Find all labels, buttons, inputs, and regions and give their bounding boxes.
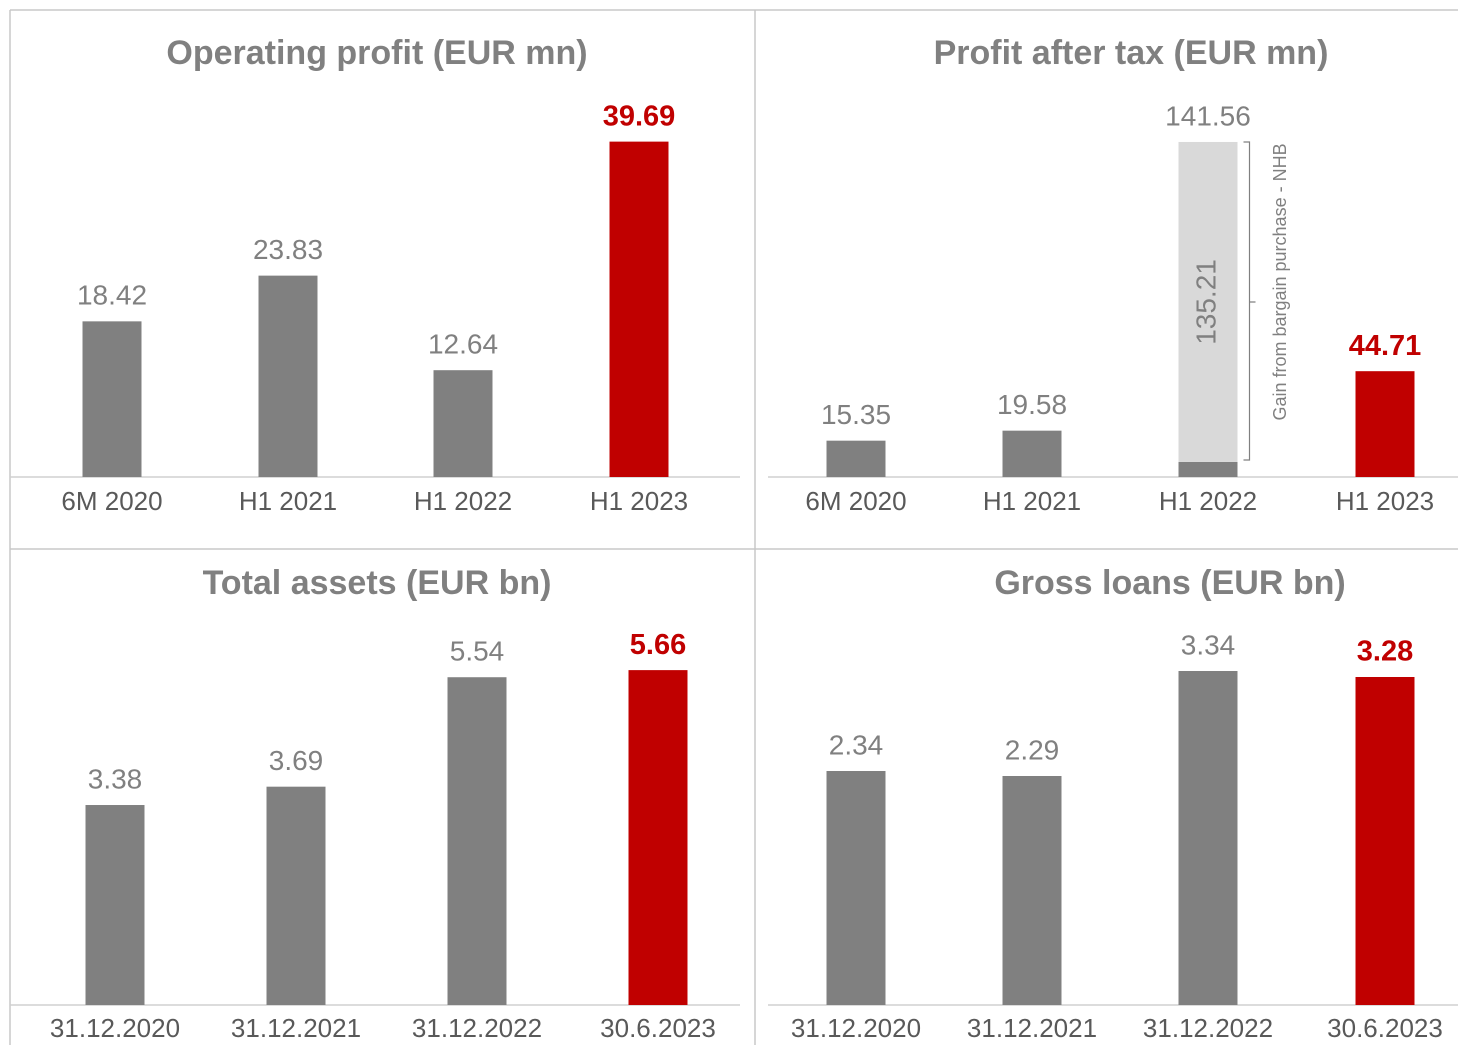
x-tick-label: H1 2023 <box>590 486 688 516</box>
x-tick-label: 31.12.2021 <box>231 1013 361 1043</box>
bar-segment <box>1178 461 1238 477</box>
bar <box>1355 677 1415 1005</box>
data-label: 18.42 <box>77 280 147 311</box>
bar-segment <box>826 440 886 477</box>
segment-label: 135.21 <box>1190 259 1221 345</box>
bar <box>826 771 886 1005</box>
chart-title: Operating profit (EUR mn) <box>166 34 587 72</box>
data-label: 2.29 <box>1005 734 1060 765</box>
x-tick-label: 6M 2020 <box>61 486 162 516</box>
bar <box>433 370 493 477</box>
x-tick-label: H1 2022 <box>1159 486 1257 516</box>
bar <box>258 275 318 477</box>
chart-title: Gross loans (EUR bn) <box>994 564 1345 602</box>
x-tick-label: 31.12.2022 <box>1143 1013 1273 1043</box>
bracket <box>1243 141 1256 461</box>
data-label: 3.34 <box>1181 629 1236 660</box>
x-tick-label: 30.6.2023 <box>600 1013 716 1043</box>
chart-title: Profit after tax (EUR mn) <box>934 34 1329 72</box>
x-tick-label: H1 2022 <box>414 486 512 516</box>
data-label: 3.38 <box>88 763 143 794</box>
chart-title: Total assets (EUR bn) <box>203 564 552 602</box>
bar <box>82 321 142 477</box>
data-label: 3.69 <box>269 745 324 776</box>
data-label: 15.35 <box>821 399 891 430</box>
bar <box>266 786 326 1005</box>
x-tick-label: 6M 2020 <box>805 486 906 516</box>
data-label: 2.34 <box>829 729 884 760</box>
data-label: 44.71 <box>1349 330 1422 362</box>
bar <box>1178 671 1238 1005</box>
x-tick-label: 31.12.2020 <box>50 1013 180 1043</box>
x-tick-label: 31.12.2020 <box>791 1013 921 1043</box>
data-label: 5.54 <box>450 636 505 667</box>
bar <box>447 677 507 1005</box>
x-tick-label: 30.6.2023 <box>1327 1013 1443 1043</box>
data-label: 39.69 <box>603 100 676 132</box>
bar <box>609 141 669 477</box>
bar <box>85 805 145 1005</box>
data-label: 12.64 <box>428 329 498 360</box>
total-label: 141.56 <box>1165 100 1251 131</box>
x-tick-label: 31.12.2022 <box>412 1013 542 1043</box>
data-label: 19.58 <box>997 389 1067 420</box>
bracket-label: Gain from bargain purchase - NHB <box>1270 143 1290 420</box>
data-label: 5.66 <box>630 629 686 661</box>
bar <box>628 670 688 1005</box>
bar-segment <box>1178 141 1238 462</box>
x-tick-label: H1 2023 <box>1336 486 1434 516</box>
x-tick-label: H1 2021 <box>983 486 1081 516</box>
data-label: 23.83 <box>253 234 323 265</box>
x-tick-label: H1 2021 <box>239 486 337 516</box>
data-label: 3.28 <box>1357 636 1413 668</box>
bar <box>1002 776 1062 1005</box>
bar-segment <box>1002 430 1062 477</box>
x-tick-label: 31.12.2021 <box>967 1013 1097 1043</box>
bar-segment <box>1355 371 1415 477</box>
